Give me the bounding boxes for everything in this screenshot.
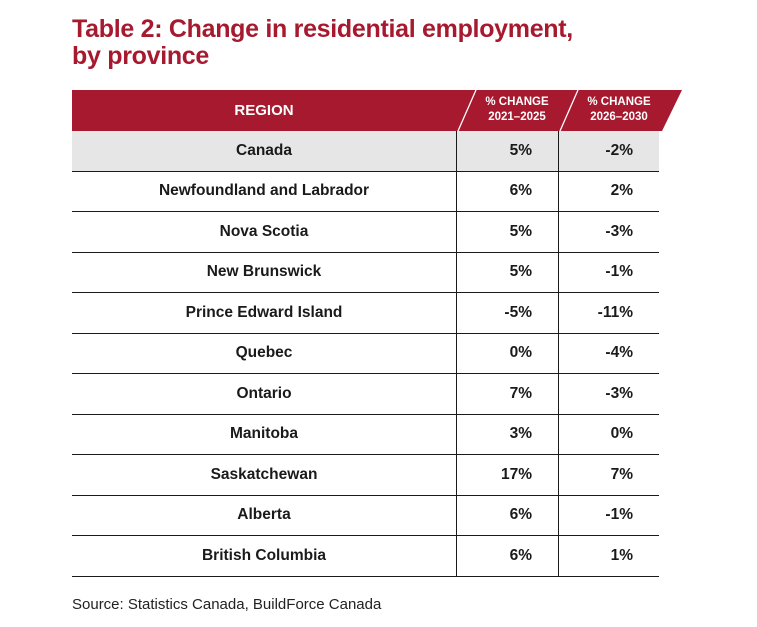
table-title: Table 2: Change in residential employmen… [72,16,573,70]
change-2026-2030-cell: 1% [558,536,659,576]
table-row: Nova Scotia 5% -3% [72,212,659,253]
region-cell: Alberta [237,506,291,524]
region-cell: Ontario [236,384,292,402]
change-2021-2025-cell: 5% [456,212,558,252]
change-2026-2030-cell: -1% [558,252,659,292]
header-col2-line2: 2026–2030 [590,111,648,123]
change-2021-2025-cell: 6% [456,171,558,211]
change-2026-2030-cell: -3% [558,212,659,252]
header-change-2021-2025: % CHANGE 2021–2025 [476,95,558,125]
header-col1-line2: 2021–2025 [488,111,546,123]
change-2021-2025-cell: 7% [456,374,558,414]
region-cell: Canada [236,141,292,159]
change-2026-2030-cell: -2% [558,131,659,171]
header-background [72,90,682,131]
change-2026-2030-cell: 7% [558,455,659,495]
header-region: REGION [234,102,294,119]
change-2026-2030-cell: -11% [558,293,659,333]
table-row: Saskatchewan 17% 7% [72,455,659,496]
region-cell: New Brunswick [206,263,322,281]
region-cell: Manitoba [229,425,299,443]
change-2021-2025-cell: 6% [456,536,558,576]
change-2021-2025-cell: 5% [456,131,558,171]
table-row: Quebec 0% -4% [72,333,659,374]
region-cell: Prince Edward Island [185,303,343,321]
change-2021-2025-cell: 6% [456,495,558,535]
source-note: Source: Statistics Canada, BuildForce Ca… [72,596,382,613]
change-2021-2025-cell: 3% [456,414,558,454]
region-cell: Saskatchewan [210,465,318,483]
change-2021-2025-cell: 5% [456,252,558,292]
change-2026-2030-cell: -4% [558,333,659,373]
table-row: New Brunswick 5% -1% [72,252,659,293]
region-cell: Quebec [235,344,293,362]
change-2026-2030-cell: 0% [558,414,659,454]
table-header: REGION % CHANGE 2021–2025 % CHANGE 2026–… [72,90,682,131]
change-2026-2030-cell: 2% [558,171,659,211]
change-2026-2030-cell: -1% [558,495,659,535]
table-row: Prince Edward Island -5% -11% [72,293,659,334]
header-change-2026-2030: % CHANGE 2026–2030 [578,95,660,125]
region-cell: British Columbia [201,546,326,564]
table-title-line1: Table 2: Change in residential employmen… [72,15,573,43]
table-row: Alberta 6% -1% [72,495,659,536]
table-row: Canada 5% -2% [72,131,659,172]
table-row: Newfoundland and Labrador 6% 2% [72,171,659,212]
table-row: Ontario 7% -3% [72,374,659,415]
table-title-line2: by province [72,42,210,70]
change-2021-2025-cell: 17% [456,455,558,495]
employment-table: Canada 5% -2% Newfoundland and Labrador … [72,131,659,577]
change-2021-2025-cell: 0% [456,333,558,373]
change-2026-2030-cell: -3% [558,374,659,414]
region-cell: Nova Scotia [219,222,309,240]
change-2021-2025-cell: -5% [456,293,558,333]
header-col1-line1: % CHANGE [485,96,549,108]
table-row: Manitoba 3% 0% [72,414,659,455]
table-row: British Columbia 6% 1% [72,536,659,577]
header-col2-line1: % CHANGE [587,96,651,108]
region-cell: Newfoundland and Labrador [158,182,370,200]
